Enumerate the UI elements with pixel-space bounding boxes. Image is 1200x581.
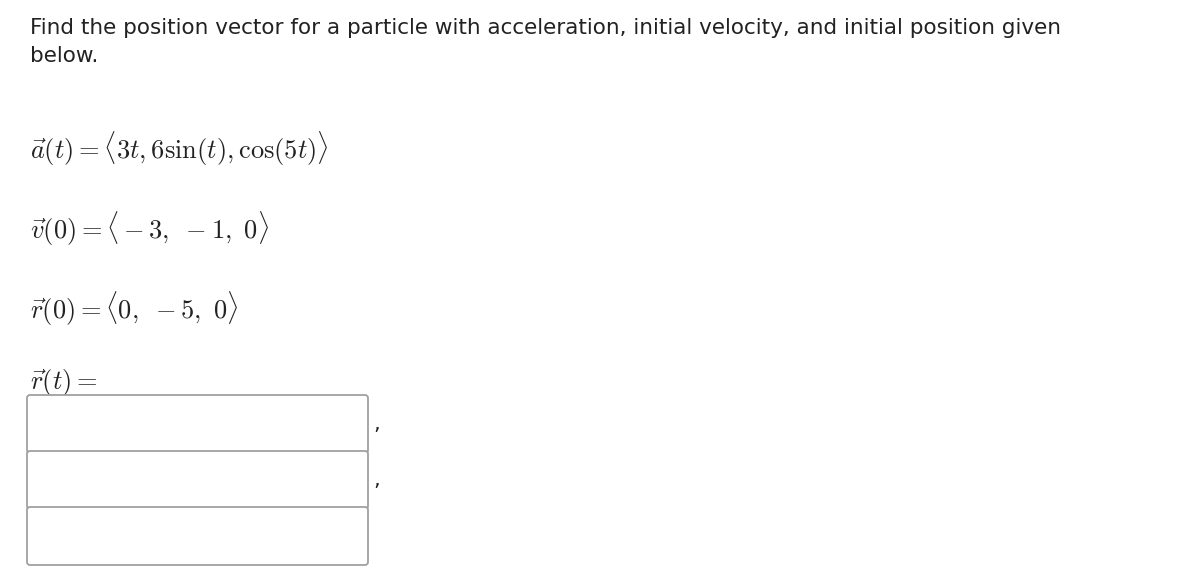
Text: $\vec{v}(0) = \langle -3,\ -1,\ 0\rangle$: $\vec{v}(0) = \langle -3,\ -1,\ 0\rangle… [30,210,269,248]
Text: ,: , [373,414,379,435]
Text: $\vec{a}(t) = \langle 3t, 6\sin(t), \cos(5t)\rangle$: $\vec{a}(t) = \langle 3t, 6\sin(t), \cos… [30,130,329,168]
Text: $\vec{r}(t) =$: $\vec{r}(t) =$ [30,368,97,399]
FancyBboxPatch shape [28,395,368,453]
Text: Find the position vector for a particle with acceleration, initial velocity, and: Find the position vector for a particle … [30,18,1061,38]
FancyBboxPatch shape [28,507,368,565]
FancyBboxPatch shape [28,451,368,509]
Text: ,: , [373,471,379,490]
Text: below.: below. [30,46,98,66]
Text: $\vec{r}(0) = \langle 0,\ -5,\ 0\rangle$: $\vec{r}(0) = \langle 0,\ -5,\ 0\rangle$ [30,290,239,328]
